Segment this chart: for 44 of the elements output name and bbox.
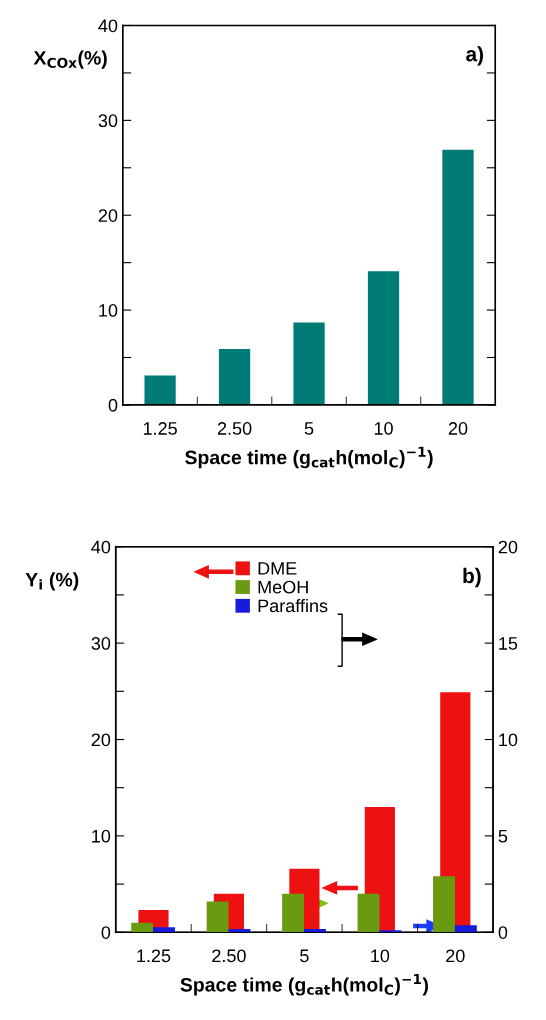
bar — [357, 893, 380, 933]
x-tick-label: 10 — [371, 949, 390, 963]
y-tick-label: 20 — [98, 209, 118, 222]
bar — [367, 271, 400, 405]
x-tick-label: 2.50 — [217, 422, 252, 435]
legend-label: DME — [258, 562, 297, 575]
y-tick-label: 10 — [99, 304, 118, 317]
legend-label: Paraffins — [258, 598, 328, 613]
y-tick-label: 20 — [91, 733, 111, 747]
y-tick-label: 40 — [91, 540, 111, 554]
y2-tick-label: 0 — [498, 926, 508, 939]
y-tick-label: 40 — [98, 19, 118, 33]
y-tick-label: 10 — [92, 829, 111, 843]
annotation: a) — [466, 46, 484, 66]
y-axis-title: X$_{COx}$(%) — [33, 50, 107, 69]
bar — [144, 375, 176, 405]
x-tick-label: 20 — [448, 422, 468, 435]
y-tick-label: 30 — [98, 114, 118, 128]
y2-tick-label: 10 — [499, 733, 518, 747]
x-tick-label: 1.25 — [137, 949, 171, 963]
y2-tick-label: 20 — [498, 540, 518, 554]
x-tick-label: 20 — [446, 949, 465, 963]
bar — [153, 927, 175, 933]
x-tick-label: 5 — [300, 949, 309, 963]
bar — [442, 149, 474, 405]
x-tick-label: 5 — [304, 422, 314, 435]
x-axis-title: Space time (g$_{cat}$h(mol$_{C}$)$^{−1}$) — [185, 446, 433, 469]
x-tick-label: 1.25 — [143, 422, 177, 435]
annotation: b) — [463, 567, 481, 588]
x-tick-label: 2.50 — [212, 949, 246, 963]
bar — [293, 322, 325, 405]
y2-tick-label: 5 — [498, 830, 508, 843]
x-tick-label: 10 — [374, 422, 393, 435]
bar — [433, 876, 455, 933]
bar — [454, 925, 477, 933]
y-axis-title: Y$_{i}$ (%) — [25, 572, 79, 591]
bar — [218, 348, 251, 405]
y-tick-label: 0 — [101, 926, 111, 939]
x-axis-title: Space time (g$_{cat}$h(mol$_{C}$)$^{−1}$) — [180, 974, 428, 996]
legend-label: MeOH — [258, 580, 308, 594]
y2-tick-label: 15 — [499, 637, 518, 650]
bar — [304, 929, 326, 933]
y-tick-label: 0 — [108, 398, 118, 412]
y-tick-label: 30 — [91, 637, 111, 650]
